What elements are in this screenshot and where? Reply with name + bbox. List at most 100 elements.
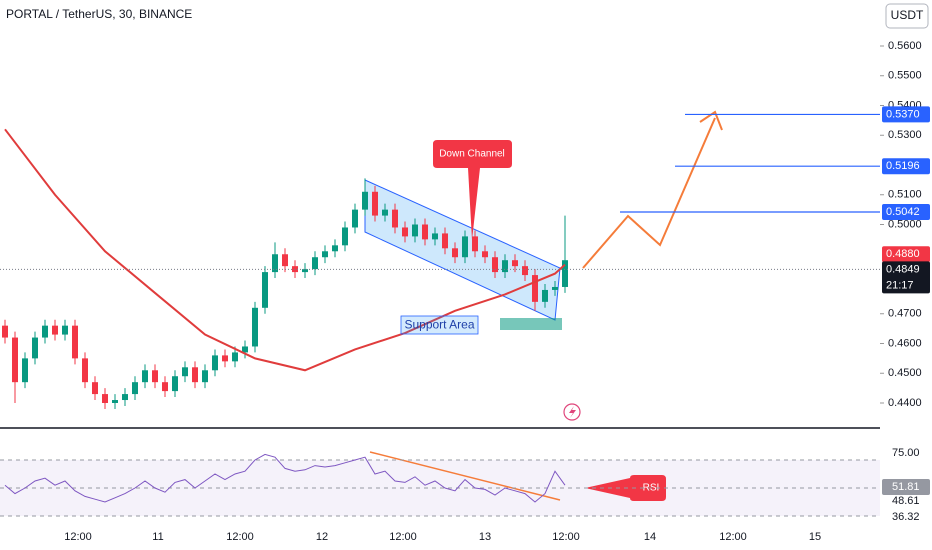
y-tick-label: 0.5000 bbox=[888, 218, 922, 230]
y-tick-label: 0.4600 bbox=[888, 337, 922, 349]
candle-body bbox=[502, 260, 508, 273]
candle-body bbox=[232, 352, 238, 362]
candle-body bbox=[112, 400, 118, 403]
support-label-box bbox=[400, 315, 479, 335]
candle-body bbox=[492, 257, 498, 273]
candle-body bbox=[312, 257, 318, 270]
candle-body bbox=[432, 233, 438, 240]
last-price-badge bbox=[882, 246, 930, 263]
candle-body bbox=[32, 337, 38, 359]
candle-body bbox=[562, 260, 568, 287]
y-tick-label: 0.5600 bbox=[888, 40, 922, 52]
candle-body bbox=[322, 251, 328, 258]
y-tick-label: 0.4500 bbox=[888, 367, 922, 379]
candle-body bbox=[12, 337, 18, 383]
candle-body bbox=[462, 236, 468, 258]
candle-body bbox=[102, 394, 108, 403]
candle-body bbox=[292, 266, 298, 273]
candle-body bbox=[122, 394, 128, 401]
candle-body bbox=[332, 245, 338, 252]
candle-body bbox=[202, 370, 208, 383]
candle-body bbox=[152, 370, 158, 383]
candle-body bbox=[352, 209, 358, 228]
candle-body bbox=[512, 260, 518, 267]
candle-body bbox=[442, 233, 448, 249]
candle-body bbox=[422, 224, 428, 240]
price-line-badge bbox=[882, 204, 930, 221]
channel-label: Down Channel bbox=[439, 149, 505, 160]
candle-body bbox=[172, 376, 178, 392]
y-tick-label: 0.5100 bbox=[888, 189, 922, 201]
chart-title: PORTAL / TetherUS, 30, BINANCE bbox=[6, 7, 192, 21]
candle-body bbox=[132, 382, 138, 395]
y-tick-label: 0.4700 bbox=[888, 308, 922, 320]
candle-body bbox=[272, 254, 278, 273]
x-tick-label: 13 bbox=[479, 531, 491, 543]
candle-body bbox=[192, 367, 198, 383]
candle-body bbox=[402, 227, 408, 237]
candle-body bbox=[52, 325, 58, 335]
candle-body bbox=[182, 367, 188, 377]
price-line-label: 0.5042 bbox=[886, 206, 920, 218]
support-label: Support Area bbox=[404, 318, 474, 332]
candle-body bbox=[72, 325, 78, 359]
candle-body bbox=[302, 269, 308, 273]
candle-body bbox=[532, 275, 538, 302]
rsi-line bbox=[4, 453, 566, 503]
x-tick-label: 14 bbox=[644, 531, 656, 543]
y-tick-label: 0.4400 bbox=[888, 397, 922, 409]
rsi-axis-label: 51.81 bbox=[892, 481, 920, 493]
x-tick-label: 11 bbox=[152, 531, 163, 543]
candle-body bbox=[242, 346, 248, 353]
x-tick-label: 15 bbox=[809, 531, 821, 543]
candle-body bbox=[382, 209, 388, 216]
x-tick-label: 12:00 bbox=[389, 531, 417, 543]
channel-callout bbox=[433, 140, 512, 240]
candle-body bbox=[222, 355, 228, 362]
arrow-head bbox=[699, 110, 723, 131]
x-tick-label: 12:00 bbox=[719, 531, 747, 543]
price-line-badge bbox=[882, 106, 930, 123]
candle-body bbox=[212, 355, 218, 371]
candle-body bbox=[262, 272, 268, 308]
rsi-axis-label: 36.32 bbox=[892, 511, 920, 523]
countdown: 21:17 bbox=[886, 279, 914, 291]
projection-arrow bbox=[582, 117, 716, 269]
candle-body bbox=[472, 236, 478, 252]
x-tick-label: 12:00 bbox=[226, 531, 254, 543]
currency: USDT bbox=[891, 8, 924, 22]
candle-body bbox=[412, 224, 418, 237]
mark-price-badge bbox=[882, 261, 930, 294]
rsi-axis-label: 75.00 bbox=[892, 447, 920, 459]
x-tick-label: 12:00 bbox=[552, 531, 580, 543]
candle-body bbox=[552, 286, 558, 290]
candle-body bbox=[522, 266, 528, 276]
rsi-axis-badge bbox=[882, 479, 930, 495]
candle-body bbox=[452, 248, 458, 258]
candle-body bbox=[372, 191, 378, 216]
candle-body bbox=[82, 358, 88, 383]
candle-body bbox=[62, 325, 68, 335]
event-bolt bbox=[569, 406, 576, 418]
x-tick-label: 12:00 bbox=[64, 531, 92, 543]
candle-body bbox=[362, 191, 368, 210]
candle-body bbox=[142, 370, 148, 383]
candle-body bbox=[42, 325, 48, 338]
y-tick-label: 0.5500 bbox=[888, 70, 922, 82]
candle-body bbox=[342, 227, 348, 246]
price-line-badge bbox=[882, 158, 930, 175]
moving-average bbox=[4, 128, 566, 372]
candle-body bbox=[282, 254, 288, 267]
candle-body bbox=[392, 209, 398, 228]
rsi-axis-label: 48.61 bbox=[892, 495, 920, 507]
candle-body bbox=[162, 382, 168, 392]
candle-body bbox=[252, 307, 258, 347]
x-tick-label: 12 bbox=[316, 531, 328, 543]
currency-box[interactable] bbox=[885, 3, 929, 29]
y-tick-label: 0.5300 bbox=[888, 129, 922, 141]
candle-body bbox=[542, 289, 548, 302]
price-line-label: 0.5370 bbox=[886, 108, 920, 120]
support-zone bbox=[500, 318, 562, 330]
